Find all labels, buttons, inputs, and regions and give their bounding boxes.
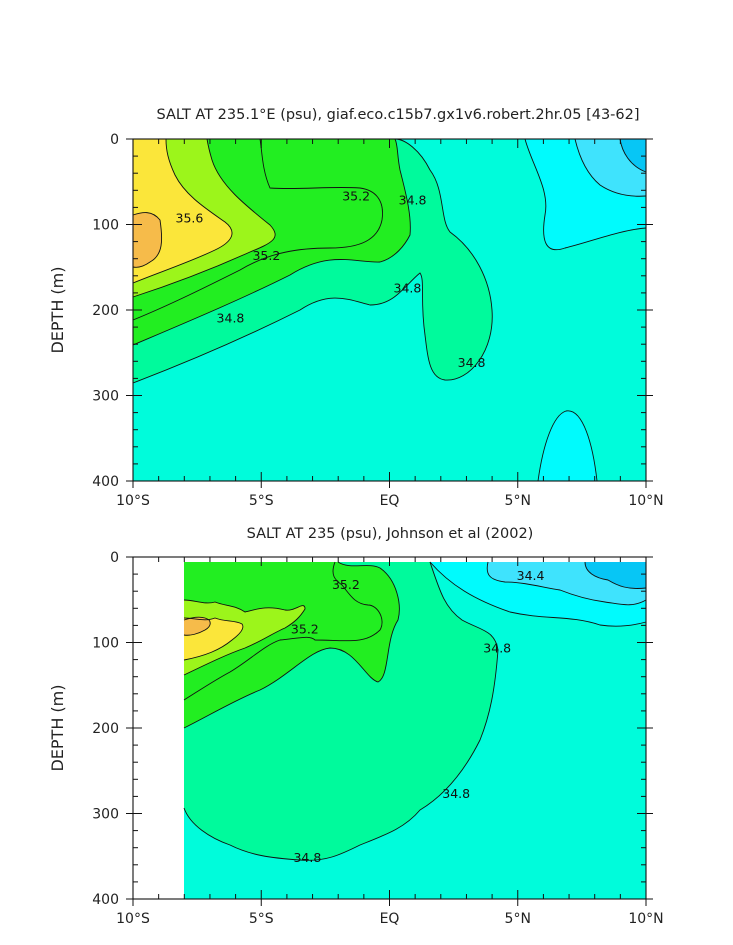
top-contour-line — [574, 138, 647, 197]
y-tick-label: 400 — [92, 892, 119, 908]
bottom-contour-fill — [184, 562, 646, 899]
y-tick-label: 200 — [92, 303, 119, 319]
x-tick-label: 10°S — [116, 493, 150, 509]
contour-label: 34.8 — [394, 281, 422, 296]
bottom-contour-line — [183, 616, 211, 636]
bottom-panel: SALT AT 235 (psu), Johnson et al (2002) — [48, 526, 664, 927]
bottom-contour-line — [183, 617, 244, 661]
y-tick-label: 300 — [92, 807, 119, 823]
y-tick-label: 100 — [92, 218, 119, 234]
contour-label: 34.8 — [442, 786, 470, 801]
y-tick-label: 300 — [92, 389, 119, 405]
contour-label: 35.2 — [332, 577, 360, 592]
bottom-contour-line — [183, 599, 306, 676]
contour-label: 35.2 — [252, 248, 280, 263]
top-y-axis-label: DEPTH (m) — [48, 266, 67, 353]
top-axis-ticks: 10°S 5°S EQ 5°N 10°N 0 100 200 300 400 — [92, 132, 663, 509]
bottom-contour-line — [183, 561, 499, 861]
contour-label: 35.6 — [176, 211, 204, 226]
bottom-contour-lines — [183, 561, 647, 861]
top-contour-line — [132, 138, 233, 284]
top-panel: SALT AT 235.1°E (psu), giaf.eco.c15b7.gx… — [48, 107, 664, 509]
contour-label: 34.8 — [293, 850, 321, 865]
bottom-axis-ticks: 10°S 5°S EQ 5°N 10°N 0 100 200 300 400 — [92, 550, 663, 927]
y-tick-label: 0 — [110, 132, 119, 148]
bottom-fill-lt34_2 — [585, 562, 646, 589]
top-contour-line — [537, 410, 598, 482]
x-tick-label: 5°S — [249, 493, 274, 509]
top-fill-34_4-34_6-deep — [538, 410, 597, 481]
x-tick-label: 5°N — [505, 493, 531, 509]
top-chart-title: SALT AT 235.1°E (psu), giaf.eco.c15b7.gx… — [156, 107, 639, 123]
x-tick-label: EQ — [380, 493, 400, 509]
bottom-contour-line — [429, 561, 647, 627]
contour-label: 34.8 — [483, 640, 511, 655]
top-contour-line — [132, 138, 383, 321]
x-tick-label: EQ — [380, 911, 400, 927]
x-tick-label: 10°S — [116, 911, 150, 927]
top-contour-line — [132, 138, 276, 298]
top-contour-line — [524, 138, 647, 251]
y-tick-label: 200 — [92, 721, 119, 737]
contour-label: 34.8 — [217, 311, 245, 326]
bottom-fill-gt35_8 — [184, 617, 211, 636]
x-tick-label: 5°N — [505, 911, 531, 927]
y-tick-label: 100 — [92, 636, 119, 652]
contour-label: 35.2 — [342, 188, 370, 203]
bottom-contour-line — [183, 561, 383, 701]
contour-label: 34.4 — [517, 568, 545, 583]
x-tick-label: 10°N — [628, 911, 663, 927]
bottom-contour-labels: 35.2 35.2 34.4 34.8 34.8 34.8 — [291, 568, 545, 865]
bottom-y-axis-label: DEPTH (m) — [48, 684, 67, 771]
top-contour-line — [132, 138, 411, 346]
contour-label: 34.8 — [399, 193, 427, 208]
top-contour-labels: 35.6 35.2 35.2 34.8 34.8 34.8 34.8 — [176, 188, 486, 370]
top-fill-lt34_2 — [620, 139, 646, 172]
x-tick-label: 10°N — [628, 493, 663, 509]
top-contour-lines — [132, 138, 647, 482]
top-contour-line — [132, 138, 493, 384]
contour-label: 35.2 — [291, 622, 319, 637]
top-contour-fill — [133, 139, 646, 481]
bottom-contour-line — [584, 561, 647, 589]
contour-label: 34.8 — [458, 355, 486, 370]
x-tick-label: 5°S — [249, 911, 274, 927]
bottom-chart-title: SALT AT 235 (psu), Johnson et al (2002) — [247, 526, 534, 542]
top-fill-gt35_8 — [133, 212, 162, 268]
bottom-fill-35_2-35_4 — [184, 562, 383, 700]
bottom-contour-line — [486, 561, 647, 606]
y-tick-label: 400 — [92, 474, 119, 490]
y-tick-label: 0 — [110, 550, 119, 566]
bottom-contour-line — [183, 561, 400, 729]
top-contour-line — [132, 212, 163, 268]
